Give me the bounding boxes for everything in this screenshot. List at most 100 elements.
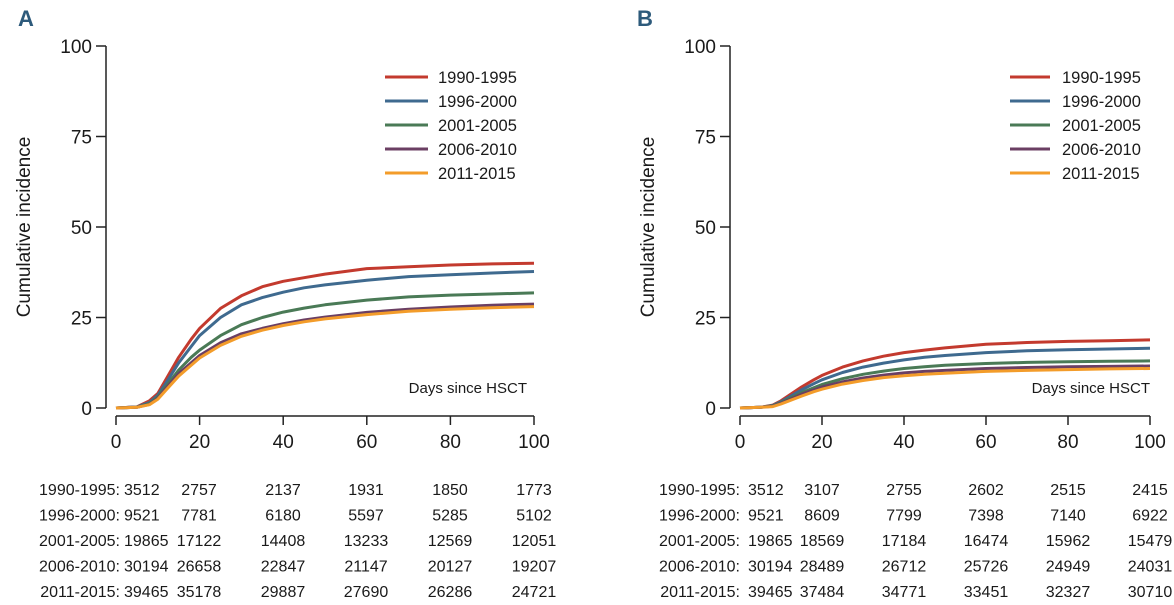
risk-row-label: 2001-2005:	[39, 533, 120, 550]
legend-label: 2011-2015	[438, 165, 516, 183]
risk-value: 5102	[516, 508, 552, 525]
series-line	[115, 305, 535, 410]
x-tick-label: 40	[273, 432, 294, 453]
y-tick-label: 0	[705, 399, 716, 420]
risk-value: 39465	[748, 584, 793, 601]
x-tick-label: 80	[1057, 432, 1078, 453]
risk-row-label: 1990-1995:	[659, 482, 740, 499]
y-tick-label: 25	[71, 309, 92, 330]
risk-value: 3107	[804, 482, 840, 499]
risk-value: 37484	[800, 584, 845, 601]
y-tick-label: 50	[71, 218, 92, 239]
risk-value: 28489	[800, 559, 845, 576]
legend-label: 2006-2010	[1062, 141, 1141, 159]
risk-value: 33451	[964, 584, 1009, 601]
risk-value: 2602	[968, 482, 1004, 499]
risk-row-label: 1996-2000:	[39, 508, 120, 525]
risk-value: 26658	[177, 559, 222, 576]
legend-label: 2006-2010	[438, 141, 517, 159]
risk-value: 27690	[344, 584, 389, 601]
y-tick-label: 75	[695, 128, 716, 149]
risk-value: 39465	[124, 584, 169, 601]
risk-value: 20127	[428, 559, 473, 576]
risk-value: 25726	[964, 559, 1009, 576]
risk-value: 1931	[348, 482, 384, 499]
risk-value: 30710	[1128, 584, 1173, 601]
risk-value: 26712	[882, 559, 927, 576]
risk-value: 34771	[882, 584, 927, 601]
x-tick-label: 100	[518, 432, 550, 453]
risk-value: 18569	[800, 533, 845, 550]
x-tick-label: 0	[735, 432, 746, 453]
x-annotation: Days since HSCT	[1032, 380, 1150, 397]
risk-value: 29887	[261, 584, 306, 601]
risk-value: 14408	[261, 533, 306, 550]
risk-value: 19865	[748, 533, 793, 550]
y-tick-label: 25	[695, 309, 716, 330]
risk-value: 12051	[512, 533, 557, 550]
risk-value: 22847	[261, 559, 306, 576]
x-tick-label: 60	[975, 432, 996, 453]
risk-value: 15479	[1128, 533, 1173, 550]
risk-row-label: 1990-1995:	[39, 482, 120, 499]
risk-value: 16474	[964, 533, 1009, 550]
x-tick-label: 0	[111, 432, 122, 453]
risk-row-label: 1996-2000:	[659, 508, 740, 525]
legend-label: 2001-2005	[438, 117, 517, 135]
risk-value: 24721	[512, 584, 557, 601]
risk-value: 19207	[512, 559, 557, 576]
risk-value: 2137	[265, 482, 301, 499]
x-tick-label: 20	[811, 432, 832, 453]
risk-value: 5285	[432, 508, 468, 525]
risk-value: 3512	[124, 482, 160, 499]
legend-label: 1996-2000	[1062, 93, 1141, 111]
x-tick-label: 100	[1134, 432, 1166, 453]
y-tick-label: 100	[684, 37, 716, 58]
risk-value: 7398	[968, 508, 1004, 525]
risk-value: 12569	[428, 533, 473, 550]
y-tick-label: 0	[81, 399, 92, 420]
risk-value: 19865	[124, 533, 169, 550]
risk-row-label: 2006-2010:	[39, 559, 120, 576]
series-line	[739, 367, 1151, 410]
risk-value: 8609	[804, 508, 840, 525]
risk-row-label: 2011-2015:	[40, 584, 120, 601]
risk-value: 9521	[748, 508, 784, 525]
risk-value: 26286	[428, 584, 473, 601]
risk-value: 7781	[181, 508, 217, 525]
risk-value: 1773	[516, 482, 552, 499]
risk-value: 21147	[344, 559, 387, 576]
chart-panel-b: 0 25 50 75 100 0 20 40 60 80 100 Cumulative inciden…	[638, 37, 1172, 601]
risk-value: 15962	[1046, 533, 1091, 550]
risk-value: 5597	[348, 508, 384, 525]
risk-value: 7799	[886, 508, 922, 525]
y-tick-label: 75	[71, 128, 92, 149]
risk-value: 2415	[1132, 482, 1168, 499]
x-tick-label: 40	[893, 432, 914, 453]
x-annotation: Days since HSCT	[409, 380, 527, 397]
risk-row-label: 2001-2005:	[659, 533, 740, 550]
risk-row-label: 2006-2010:	[659, 559, 740, 576]
risk-value: 13233	[344, 533, 389, 550]
legend-label: 1990-1995	[1062, 69, 1141, 87]
risk-value: 35178	[177, 584, 222, 601]
risk-value: 17122	[177, 533, 222, 550]
y-tick-label: 50	[695, 218, 716, 239]
risk-value: 2755	[886, 482, 922, 499]
x-tick-label: 80	[440, 432, 461, 453]
chart-panel-a: 0 25 50 75 100 0 20 40 60 80 100 Cumulative inciden…	[14, 37, 556, 601]
risk-value: 30194	[124, 559, 169, 576]
risk-value: 32327	[1046, 584, 1091, 601]
risk-value: 9521	[124, 508, 160, 525]
risk-row-label: 2011-2015:	[660, 584, 740, 601]
y-tick-label: 100	[60, 37, 92, 58]
panel-label-b: B	[637, 6, 653, 31]
legend-label: 2011-2015	[1062, 165, 1140, 183]
risk-value: 3512	[748, 482, 784, 499]
legend-label: 1996-2000	[438, 93, 517, 111]
series-line	[739, 346, 1151, 410]
risk-value: 17184	[882, 533, 927, 550]
x-tick-label: 20	[189, 432, 210, 453]
risk-value: 24949	[1046, 559, 1091, 576]
legend-label: 2001-2005	[1062, 117, 1141, 135]
